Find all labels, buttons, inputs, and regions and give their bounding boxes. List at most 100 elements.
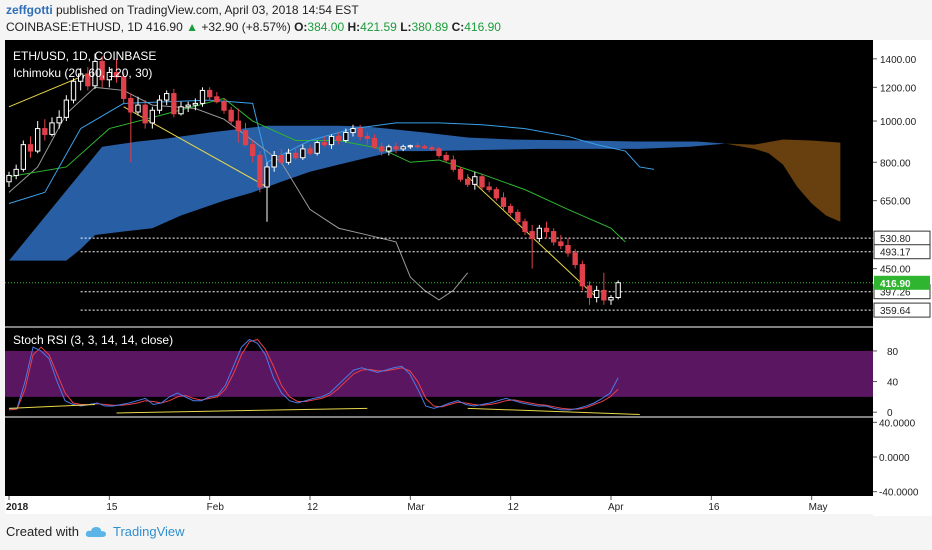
price-change: +32.90 (+8.57%): [201, 20, 291, 34]
candle-body: [536, 227, 543, 239]
indicator-label: Ichimoku (20, 60, 120, 30): [13, 66, 152, 80]
stoch-tick-label: 80: [887, 347, 899, 358]
level-price-label: 397.26: [880, 288, 911, 299]
candle-body: [56, 116, 62, 124]
candle-body: [515, 211, 521, 223]
candle-body: [300, 148, 306, 159]
tradingview-link[interactable]: TradingView: [112, 524, 185, 539]
candle-body: [63, 99, 70, 118]
candle-body: [99, 60, 105, 81]
time-tick-label: Mar: [407, 502, 425, 513]
candle-body: [235, 120, 242, 132]
candle-body: [335, 135, 342, 142]
candle-body: [371, 137, 378, 148]
candle-body: [558, 241, 564, 247]
candle-body: [264, 166, 270, 188]
candle-body: [350, 128, 356, 133]
ichimoku-base-line: [8, 97, 626, 243]
open-value: 384.00: [307, 20, 345, 34]
candle-body: [307, 148, 313, 154]
price-tick-label: 1400.00: [880, 55, 917, 66]
price-tick-label: 450.00: [880, 265, 911, 276]
author-link[interactable]: zeffgotti: [6, 3, 53, 17]
level-price-tag: [873, 244, 931, 260]
osc-tick-label: 40.0000: [879, 418, 916, 429]
candle-body: [579, 264, 586, 287]
candle-body: [357, 128, 363, 137]
chart-title: ETH/USD, 1D, COINBASE: [13, 49, 156, 63]
time-axis-background: [5, 496, 873, 514]
time-tick-label: 12: [307, 502, 319, 513]
candle-body: [529, 231, 535, 239]
time-tick-label: 12: [508, 502, 520, 513]
candle-body: [328, 135, 335, 146]
candle-body: [156, 99, 163, 111]
candle-body: [479, 176, 485, 188]
candle-body: [450, 159, 457, 170]
osc-tick-label: 0.0000: [879, 453, 910, 464]
price-tick-label: 800.00: [880, 158, 911, 169]
current-price-label: 416.90: [880, 279, 911, 290]
stoch-d-line: [8, 338, 619, 411]
candle-body: [414, 145, 421, 148]
candle-body: [608, 297, 614, 301]
price-tick-label: 1000.00: [880, 117, 917, 128]
candle-body: [27, 144, 34, 152]
close-value: 416.90: [464, 20, 501, 34]
ichimoku-cloud-bearish: [725, 139, 841, 222]
candle-body: [77, 73, 84, 82]
osc-tick-label: -40.0000: [879, 488, 919, 499]
candle-body: [314, 142, 320, 154]
candle-body: [493, 189, 500, 199]
candle-body: [271, 154, 277, 168]
time-tick-label: May: [809, 502, 828, 513]
candle-body: [292, 152, 299, 159]
close-label: C:: [451, 20, 465, 34]
high-label: H:: [347, 20, 361, 34]
high-value: 421.59: [360, 20, 397, 34]
candle-body: [550, 231, 557, 243]
candle-body: [85, 73, 91, 87]
symbol-header: COINBASE:ETHUSD, 1D 416.90 ▲ +32.90 (+8.…: [6, 20, 501, 34]
time-tick-label: Feb: [207, 502, 225, 513]
time-tick-label: Apr: [608, 502, 624, 513]
level-price-label: 359.64: [880, 306, 911, 317]
candle-body: [42, 128, 48, 135]
candle-body: [228, 109, 234, 122]
candle-body: [149, 109, 156, 124]
stoch-trendline: [8, 404, 96, 409]
candle-body: [421, 146, 428, 149]
candle-body: [400, 146, 406, 150]
candle-body: [185, 104, 191, 108]
publish-info: published on TradingView.com, April 03, …: [56, 3, 359, 17]
candle-body: [364, 135, 371, 139]
candle-body: [242, 130, 249, 146]
stoch-trendline: [116, 407, 368, 414]
candle-body: [128, 97, 134, 113]
candle-body: [221, 101, 227, 111]
candle-body: [178, 106, 184, 115]
candle-body: [522, 221, 528, 233]
candle-body: [436, 148, 442, 156]
candle-body: [6, 174, 12, 183]
chart-canvas[interactable]: ETH/USD, 1D, COINBASE Ichimoku (20, 60, 1…: [0, 38, 932, 518]
candle-body: [199, 89, 206, 104]
candle-body: [500, 197, 507, 207]
open-label: O:: [294, 20, 308, 34]
candle-body: [378, 146, 385, 152]
level-price-tag: [873, 302, 931, 318]
symbol-label: COINBASE:ETHUSD, 1D: [6, 20, 143, 34]
candle-body: [92, 60, 98, 87]
candle-body: [343, 131, 349, 142]
time-tick-label: 16: [708, 502, 720, 513]
created-with-label: Created with: [6, 524, 79, 539]
candle-body: [20, 144, 27, 170]
candle-body: [565, 245, 571, 254]
candle-body: [457, 168, 464, 180]
candle-body: [278, 154, 285, 163]
publish-header: zeffgotti published on TradingView.com, …: [6, 3, 359, 17]
candle-body: [70, 80, 77, 101]
stoch-k-line: [9, 338, 619, 411]
stoch-rsi-label: Stoch RSI (3, 3, 14, 14, close): [13, 333, 173, 347]
candle-body: [464, 178, 471, 185]
